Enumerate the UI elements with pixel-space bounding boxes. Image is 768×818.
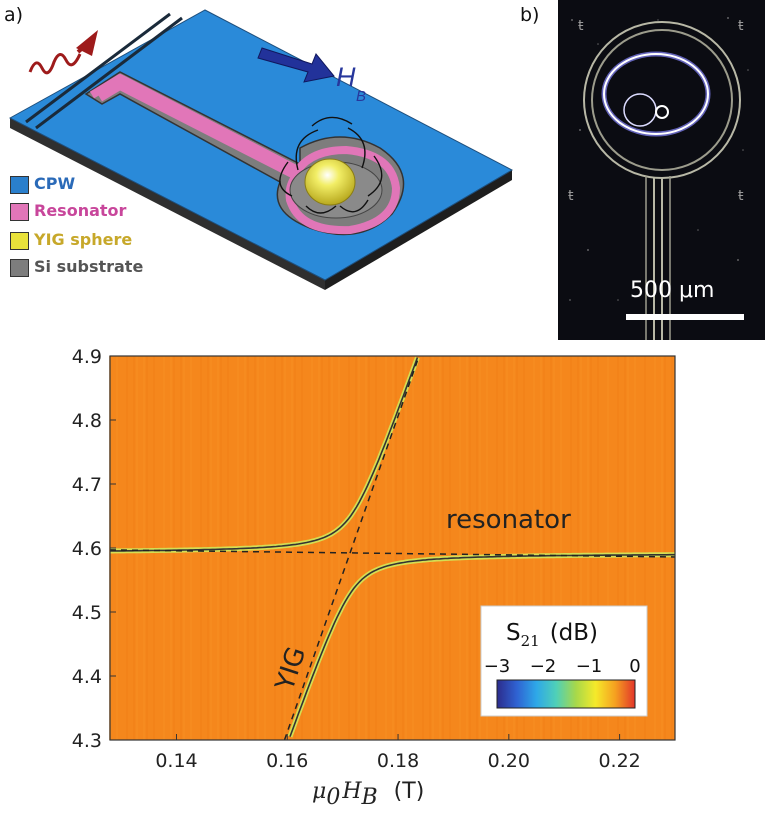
- colorbar-gradient: [496, 679, 636, 709]
- scale-bar-label: 500 μm: [630, 278, 715, 303]
- avoided-crossing-branches: [110, 356, 675, 738]
- plot-texture: [109, 356, 673, 740]
- x-tick-label: 0.16: [266, 750, 308, 772]
- y-axis-ticks: 4.3 4.4 4.5 4.6 4.7 4.8 4.9: [72, 346, 116, 752]
- field-arrow-icon: [257, 47, 335, 83]
- field-label: H: [336, 62, 356, 92]
- x-tick-label: 0.22: [598, 750, 640, 772]
- svg-text:ŧ: ŧ: [738, 188, 744, 204]
- x-tick-label: 0.20: [488, 750, 530, 772]
- micrograph-drawing: ŧ ŧ ŧ ŧ: [568, 17, 749, 340]
- scale-bar: [626, 314, 744, 320]
- svg-text:ŧ: ŧ: [578, 18, 584, 34]
- y-tick-label: 4.7: [72, 474, 102, 496]
- x-tick-label: 0.18: [377, 750, 419, 772]
- colorbar-tick-label: −2: [530, 656, 557, 677]
- legend-label: Si substrate: [34, 257, 144, 276]
- colorbar-ticks: −3 −2 −1 0: [484, 656, 641, 677]
- cpw-gap-line: [35, 16, 183, 130]
- micrograph-image: ŧ ŧ ŧ ŧ 500 μm: [558, 0, 765, 340]
- chip-side-face: [10, 118, 325, 290]
- lower-branch: [289, 553, 675, 737]
- legend-swatch: [10, 259, 29, 277]
- colorbar-tick-label: −3: [484, 656, 511, 677]
- legend-swatch: [10, 203, 29, 221]
- legend-label: YIG sphere: [34, 230, 133, 249]
- cpw-gap-line: [25, 12, 171, 124]
- resonator-annotation: resonator: [446, 505, 571, 535]
- y-tick-label: 4.6: [72, 538, 102, 560]
- microwave-arrow-shaft: [76, 36, 96, 54]
- y-tick-label: 4.8: [72, 410, 102, 432]
- y-tick-label: 4.9: [72, 346, 102, 368]
- transmission-plot: 0.14 0.16 0.18 0.20 0.22 4.34.44.54.64.74.84…: [72, 346, 676, 810]
- y-tick-label: 4.3: [72, 730, 102, 752]
- x-tick-label: 0.14: [155, 750, 197, 772]
- colorbar-tick-label: −1: [576, 656, 603, 677]
- legend-label: Resonator: [34, 201, 127, 220]
- colorbar-tick-label: 0: [629, 656, 640, 677]
- svg-text:ŧ: ŧ: [738, 18, 744, 34]
- chip-front-face: [325, 170, 512, 290]
- x-axis-ticks: 0.14 0.16 0.18 0.20 0.22: [155, 734, 641, 772]
- svg-text:ŧ: ŧ: [568, 188, 574, 204]
- y-tick-label: 4.5: [72, 602, 102, 624]
- microwave-wave-icon: [28, 53, 82, 75]
- legend-swatch: [10, 176, 29, 194]
- colorbar-title: S21 (dB): [506, 620, 598, 650]
- legend-label: CPW: [34, 174, 76, 193]
- panel-b-label: b): [520, 4, 540, 26]
- uncoupled-modes: [109, 355, 676, 741]
- yig-uncoupled-line: [283, 355, 420, 741]
- colorbar: S21 (dB) −3 −2 −1 0: [480, 605, 648, 717]
- field-lines: [279, 116, 383, 214]
- legend-swatch: [10, 232, 29, 250]
- yig-sphere: [304, 158, 356, 206]
- x-axis-label: μ0HB (T): [312, 779, 424, 810]
- panel-a-label: a): [4, 4, 24, 26]
- field-subscript: B: [356, 88, 366, 105]
- device-schematic: H B: [8, 9, 514, 290]
- y-tick-label: 4.4: [72, 666, 102, 688]
- upper-branch: [110, 357, 419, 552]
